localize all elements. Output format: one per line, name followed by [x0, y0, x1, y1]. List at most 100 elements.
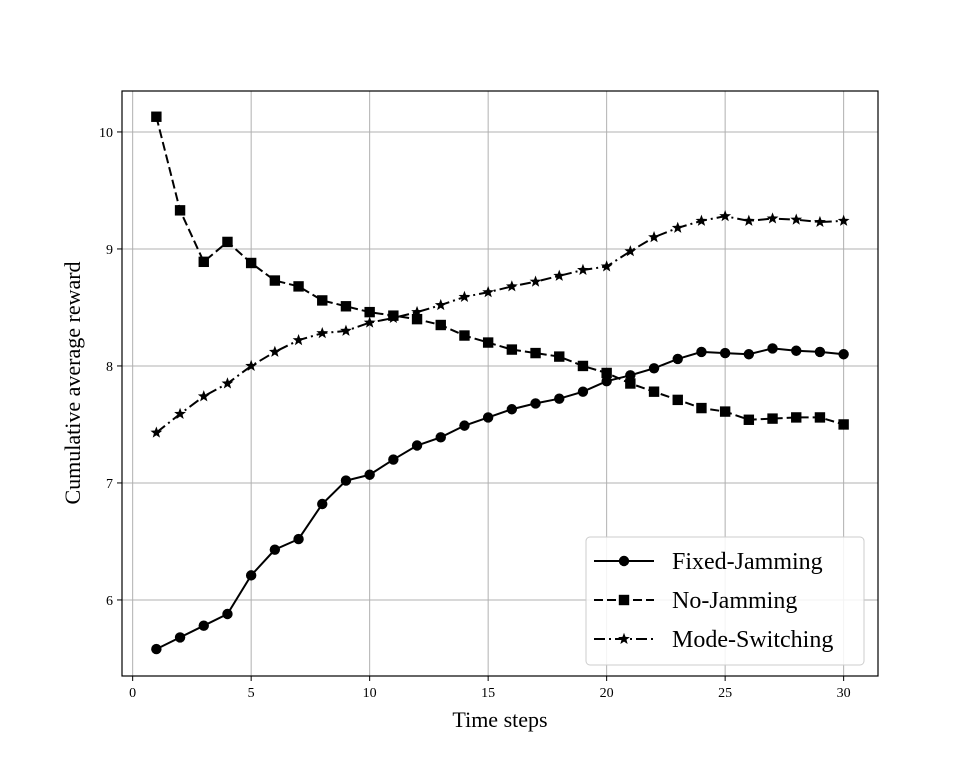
legend-marker-fixed-jamming	[618, 555, 630, 567]
data-point-fixed-jamming	[198, 620, 209, 631]
data-point-no-jamming	[743, 414, 755, 425]
data-point-fixed-jamming	[174, 632, 186, 643]
data-point-no-jamming	[625, 378, 636, 389]
data-point-no-jamming	[696, 402, 707, 414]
data-point-no-jamming	[719, 406, 731, 417]
data-point-fixed-jamming	[151, 643, 162, 655]
data-point-mode-switching	[245, 359, 258, 371]
data-point-fixed-jamming	[625, 370, 636, 381]
data-point-mode-switching	[197, 390, 210, 402]
data-point-fixed-jamming	[743, 349, 755, 360]
legend-label-fixed-jamming: Fixed-Jamming	[672, 549, 823, 575]
data-point-no-jamming	[174, 205, 186, 216]
legend-marker-no-jamming	[618, 594, 630, 606]
data-point-mode-switching	[742, 214, 755, 226]
data-point-mode-switching	[837, 214, 850, 226]
data-point-fixed-jamming	[814, 346, 826, 358]
data-point-fixed-jamming	[435, 432, 446, 443]
data-point-fixed-jamming	[601, 375, 612, 387]
data-point-mode-switching	[221, 377, 234, 389]
data-point-fixed-jamming	[293, 533, 304, 545]
x-axis-label: Time steps	[452, 707, 547, 732]
data-point-fixed-jamming	[482, 412, 494, 423]
data-point-fixed-jamming	[364, 469, 375, 480]
data-point-fixed-jamming	[245, 570, 257, 581]
data-point-no-jamming	[198, 256, 209, 268]
data-point-no-jamming	[245, 257, 257, 269]
data-point-fixed-jamming	[317, 498, 328, 510]
data-point-fixed-jamming	[269, 544, 281, 555]
data-point-no-jamming	[340, 301, 352, 312]
data-point-mode-switching	[648, 231, 660, 243]
data-point-mode-switching	[766, 212, 779, 224]
data-point-no-jamming	[554, 351, 565, 362]
series-line-no-jamming	[155, 116, 844, 426]
y-tick-label: 7	[106, 477, 113, 492]
data-point-no-jamming	[506, 344, 518, 355]
y-tick-label: 8	[106, 360, 113, 375]
data-point-no-jamming	[814, 412, 826, 423]
data-point-mode-switching	[553, 269, 566, 281]
data-point-mode-switching	[292, 334, 305, 346]
data-point-mode-switching	[505, 280, 518, 292]
data-point-no-jamming	[648, 386, 660, 397]
data-point-no-jamming	[269, 275, 281, 286]
data-point-mode-switching	[363, 316, 376, 328]
data-point-mode-switching	[458, 290, 471, 302]
data-point-no-jamming	[672, 394, 683, 406]
legend-marker-mode-switching	[618, 632, 630, 645]
data-point-fixed-jamming	[838, 349, 849, 360]
data-point-no-jamming	[791, 412, 802, 423]
data-point-no-jamming	[222, 236, 233, 248]
data-point-mode-switching	[434, 298, 447, 311]
data-point-mode-switching	[529, 275, 542, 287]
x-tick-label: 20	[600, 686, 614, 701]
data-point-fixed-jamming	[388, 454, 399, 465]
data-point-fixed-jamming	[530, 398, 541, 409]
x-tick-label: 10	[363, 686, 377, 701]
data-point-fixed-jamming	[767, 343, 778, 354]
y-axis-label: Cumulative average reward	[60, 261, 85, 504]
data-point-no-jamming	[482, 337, 494, 348]
data-point-mode-switching	[482, 286, 495, 298]
x-tick-label: 30	[837, 686, 851, 701]
data-point-fixed-jamming	[411, 440, 423, 451]
series-mode-switching	[150, 209, 850, 438]
data-point-no-jamming	[459, 330, 470, 341]
data-point-mode-switching	[790, 213, 803, 225]
x-tick-label: 0	[129, 686, 136, 701]
data-point-fixed-jamming	[340, 475, 352, 486]
data-point-mode-switching	[174, 407, 186, 419]
data-point-mode-switching	[387, 311, 400, 323]
data-point-no-jamming	[767, 413, 778, 424]
data-point-no-jamming	[601, 367, 612, 379]
series-fixed-jamming	[151, 343, 849, 655]
legend: Fixed-Jamming No-Jamming Mode-Switching	[585, 536, 865, 666]
data-point-no-jamming	[838, 419, 849, 430]
legend-label-mode-switching: Mode-Switching	[672, 627, 833, 653]
x-tick-label: 15	[481, 686, 495, 701]
data-point-fixed-jamming	[506, 404, 518, 415]
data-point-fixed-jamming	[719, 347, 731, 359]
x-tick-label: 25	[718, 686, 732, 701]
data-point-mode-switching	[316, 326, 329, 339]
data-point-no-jamming	[364, 306, 375, 318]
data-point-fixed-jamming	[648, 363, 660, 374]
data-point-no-jamming	[293, 281, 304, 292]
y-tick-label: 6	[106, 594, 113, 609]
data-point-mode-switching	[695, 214, 708, 226]
plot-area-frame	[121, 90, 879, 677]
y-tick-label: 10	[99, 126, 113, 141]
legend-label-no-jamming: No-Jamming	[672, 588, 797, 614]
data-point-no-jamming	[151, 111, 162, 122]
x-tick-label: 5	[248, 686, 255, 701]
data-point-mode-switching	[600, 260, 613, 272]
data-point-mode-switching	[814, 215, 826, 228]
data-point-mode-switching	[411, 305, 423, 318]
data-point-no-jamming	[317, 295, 328, 306]
data-point-fixed-jamming	[459, 420, 470, 431]
data-point-mode-switching	[577, 263, 589, 276]
data-point-no-jamming	[577, 360, 589, 372]
data-point-fixed-jamming	[554, 393, 565, 404]
